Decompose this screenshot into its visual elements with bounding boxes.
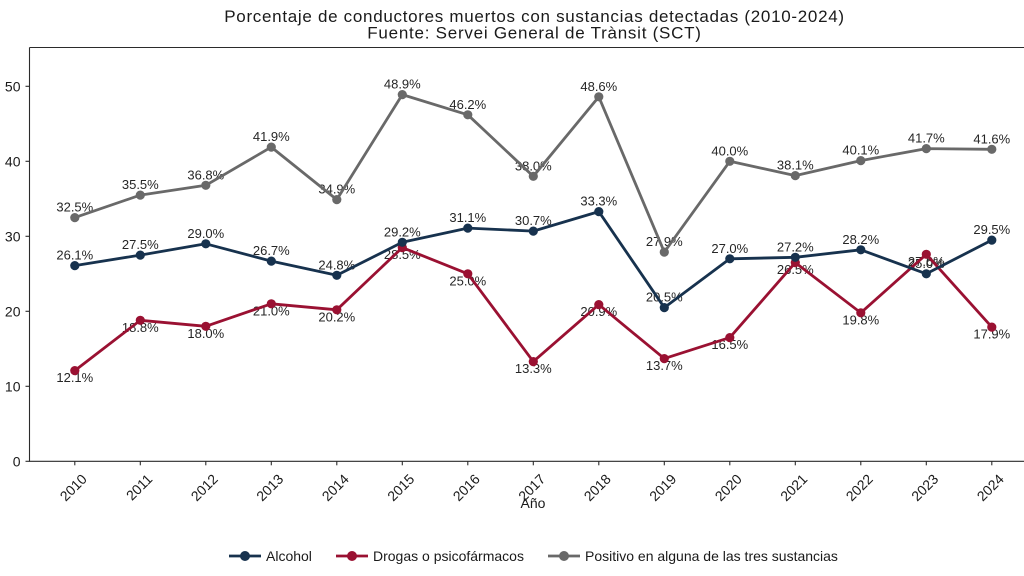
svg-text:18.0%: 18.0% <box>187 326 224 341</box>
svg-text:41.6%: 41.6% <box>973 131 1010 146</box>
svg-text:31.1%: 31.1% <box>449 210 486 225</box>
svg-text:46.2%: 46.2% <box>449 97 486 112</box>
svg-text:40.1%: 40.1% <box>842 143 879 158</box>
svg-text:29.2%: 29.2% <box>384 224 421 239</box>
svg-text:25.0%: 25.0% <box>908 256 945 271</box>
svg-text:Positivo en alguna de las tres: Positivo en alguna de las tres sustancia… <box>585 548 838 564</box>
svg-text:29.5%: 29.5% <box>973 222 1010 237</box>
svg-text:19.8%: 19.8% <box>842 312 879 327</box>
svg-text:27.9%: 27.9% <box>646 234 683 249</box>
svg-text:35.5%: 35.5% <box>122 177 159 192</box>
svg-text:36.8%: 36.8% <box>187 167 224 182</box>
svg-text:48.9%: 48.9% <box>384 77 421 92</box>
svg-text:30.7%: 30.7% <box>515 213 552 228</box>
svg-text:32.5%: 32.5% <box>56 200 93 215</box>
svg-text:41.9%: 41.9% <box>253 129 290 144</box>
svg-text:20: 20 <box>5 303 21 319</box>
svg-text:10: 10 <box>5 378 21 394</box>
svg-text:26.1%: 26.1% <box>56 248 93 263</box>
svg-text:27.0%: 27.0% <box>711 241 748 256</box>
svg-text:13.7%: 13.7% <box>646 358 683 373</box>
svg-text:Porcentaje de conductores muer: Porcentaje de conductores muertos con su… <box>224 7 845 26</box>
svg-text:33.3%: 33.3% <box>580 194 617 209</box>
svg-text:48.6%: 48.6% <box>580 79 617 94</box>
svg-text:41.7%: 41.7% <box>908 131 945 146</box>
svg-text:20.9%: 20.9% <box>580 304 617 319</box>
svg-text:50: 50 <box>5 78 21 94</box>
svg-text:40: 40 <box>5 153 21 169</box>
svg-text:27.5%: 27.5% <box>122 237 159 252</box>
svg-text:13.3%: 13.3% <box>515 361 552 376</box>
svg-text:38.1%: 38.1% <box>777 158 814 173</box>
svg-text:27.2%: 27.2% <box>777 239 814 254</box>
svg-text:17.9%: 17.9% <box>973 327 1010 342</box>
svg-text:0: 0 <box>13 453 21 469</box>
svg-text:20.2%: 20.2% <box>318 309 355 324</box>
svg-text:Año: Año <box>521 495 546 511</box>
svg-text:40.0%: 40.0% <box>711 143 748 158</box>
svg-text:26.7%: 26.7% <box>253 243 290 258</box>
svg-text:Drogas o psicofármacos: Drogas o psicofármacos <box>373 548 524 564</box>
svg-text:Fuente: Servei General de Tràn: Fuente: Servei General de Trànsit (SCT) <box>367 24 701 43</box>
svg-text:12.1%: 12.1% <box>56 370 93 385</box>
svg-text:29.0%: 29.0% <box>187 226 224 241</box>
svg-text:30: 30 <box>5 228 21 244</box>
svg-text:18.8%: 18.8% <box>122 320 159 335</box>
svg-text:Alcohol: Alcohol <box>266 548 312 564</box>
svg-text:28.2%: 28.2% <box>842 232 879 247</box>
svg-text:24.8%: 24.8% <box>318 257 355 272</box>
